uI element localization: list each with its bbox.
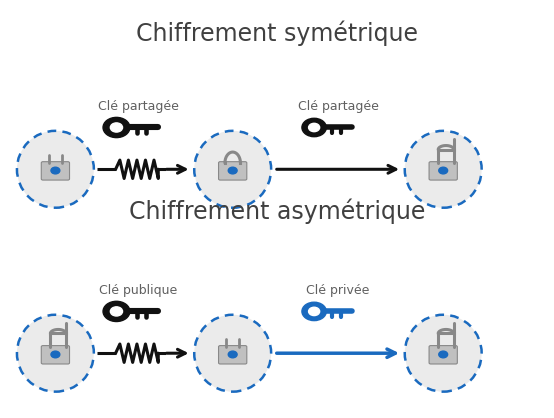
Ellipse shape bbox=[194, 315, 271, 392]
Circle shape bbox=[228, 351, 237, 358]
Text: Clé publique: Clé publique bbox=[99, 284, 178, 297]
Circle shape bbox=[51, 351, 60, 358]
Circle shape bbox=[103, 301, 130, 321]
Text: Clé partagée: Clé partagée bbox=[297, 100, 378, 113]
Circle shape bbox=[439, 351, 448, 358]
Circle shape bbox=[309, 307, 320, 316]
Circle shape bbox=[302, 118, 326, 137]
Text: Clé privée: Clé privée bbox=[306, 284, 370, 297]
Text: Clé partagée: Clé partagée bbox=[98, 100, 179, 113]
Text: Chiffrement symétrique: Chiffrement symétrique bbox=[136, 20, 418, 46]
Ellipse shape bbox=[17, 315, 94, 392]
Circle shape bbox=[110, 123, 122, 132]
Circle shape bbox=[51, 167, 60, 174]
Ellipse shape bbox=[194, 131, 271, 208]
Circle shape bbox=[439, 167, 448, 174]
Ellipse shape bbox=[405, 131, 481, 208]
Circle shape bbox=[103, 117, 130, 138]
FancyBboxPatch shape bbox=[218, 346, 247, 364]
FancyBboxPatch shape bbox=[429, 162, 458, 180]
FancyBboxPatch shape bbox=[429, 346, 458, 364]
FancyBboxPatch shape bbox=[42, 346, 70, 364]
FancyBboxPatch shape bbox=[42, 162, 70, 180]
Circle shape bbox=[110, 307, 122, 316]
Ellipse shape bbox=[17, 131, 94, 208]
Circle shape bbox=[302, 302, 326, 321]
Text: Chiffrement asymétrique: Chiffrement asymétrique bbox=[129, 198, 425, 224]
Circle shape bbox=[309, 123, 320, 132]
Ellipse shape bbox=[405, 315, 481, 392]
Circle shape bbox=[228, 167, 237, 174]
FancyBboxPatch shape bbox=[218, 162, 247, 180]
